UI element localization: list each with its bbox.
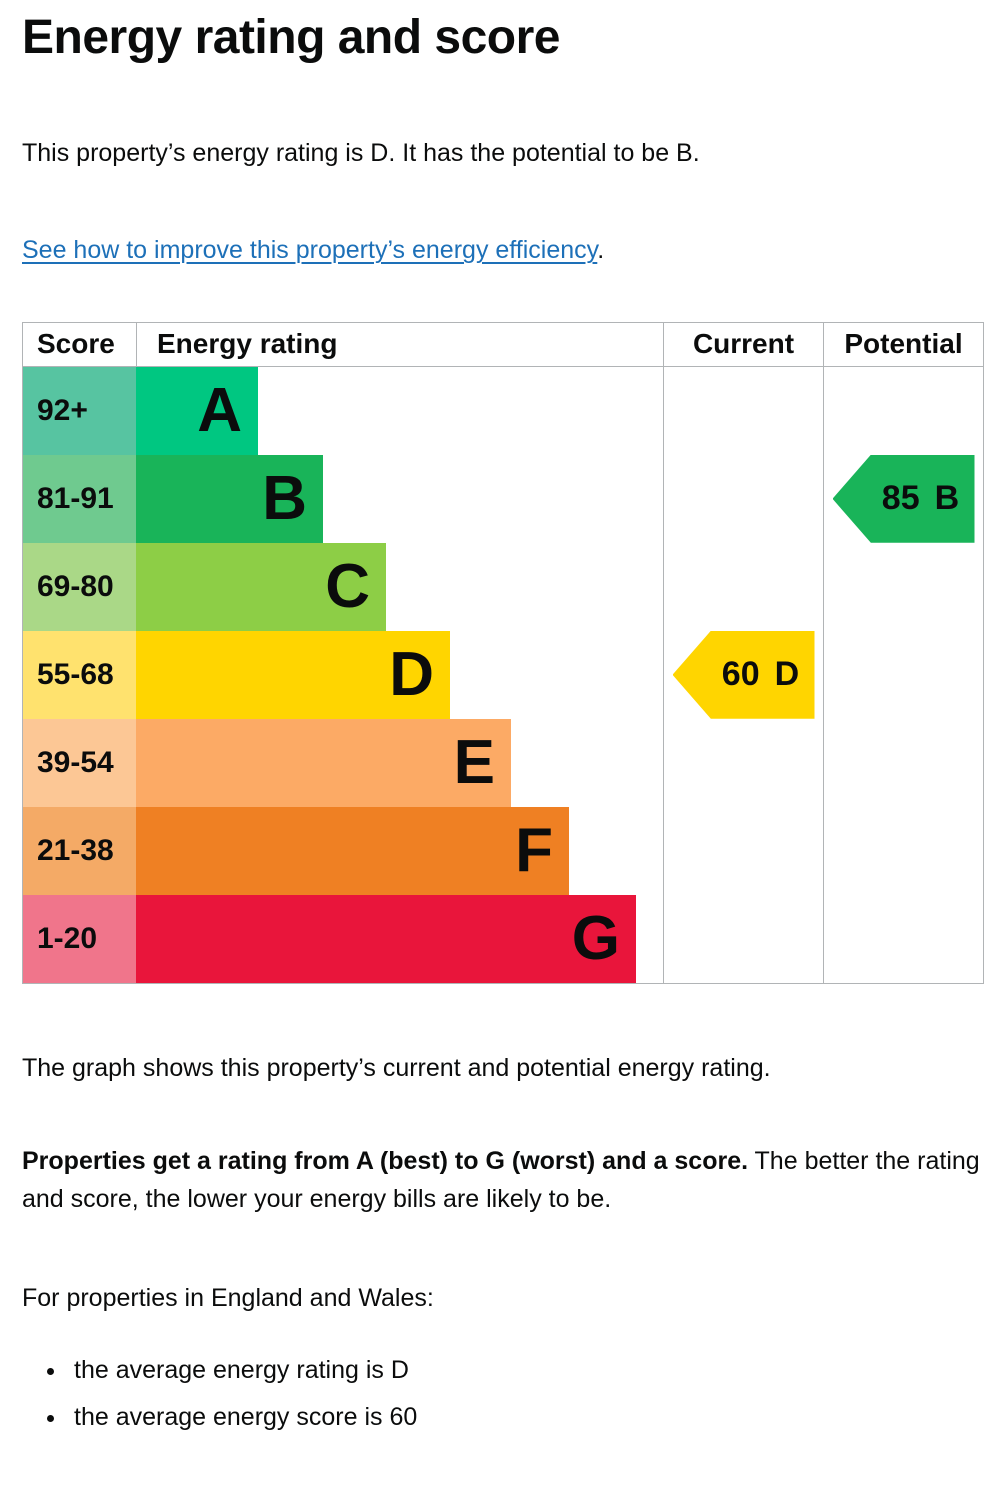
band-bar-f: F (136, 806, 569, 895)
current-column-cell-e (663, 718, 823, 807)
energy-rating-graph: Score Energy rating Current Potential 92… (22, 321, 984, 984)
improvement-link-suffix: . (597, 236, 605, 265)
score-range-f: 21-38 (23, 806, 136, 895)
current-rating-letter: D (774, 655, 800, 694)
band-letter-g: G (571, 903, 620, 973)
band-bar-g: G (136, 894, 636, 983)
potential-column-cell-e (823, 718, 983, 807)
score-range-e: 39-54 (23, 718, 136, 807)
current-column-cell-f (663, 806, 823, 895)
rating-cell-a: A (136, 366, 663, 455)
rating-explanation-rest: The better the rating and score, the low… (22, 1147, 980, 1213)
rating-explanation: Properties get a rating from A (best) to… (22, 1143, 984, 1218)
current-column-cell-c (663, 542, 823, 631)
rating-cell-f: F (136, 806, 663, 895)
graph-caption: The graph shows this property’s current … (22, 1053, 771, 1082)
potential-column-cell-g (823, 894, 983, 983)
epc-band-row-e: 39-54 E (23, 718, 983, 807)
band-bar-b: B (136, 454, 323, 543)
rating-cell-d: D (136, 630, 663, 719)
current-column-cell-a (663, 366, 823, 455)
rating-explanation-bold: Properties get a rating from A (best) to… (22, 1147, 749, 1176)
band-letter-a: A (197, 375, 242, 445)
epc-band-row-a: 92+ A (23, 366, 983, 455)
epc-band-row-c: 69-80 C (23, 542, 983, 631)
potential-score-value: 85 (881, 479, 920, 518)
potential-column-cell-c (823, 542, 983, 631)
score-range-c: 69-80 (23, 542, 136, 631)
band-bar-d: D (136, 630, 450, 719)
page-title: Energy rating and score (22, 11, 561, 64)
potential-column-cell-f (823, 806, 983, 895)
band-letter-b: B (262, 463, 307, 533)
regions-heading: For properties in England and Wales: (22, 1284, 434, 1313)
column-header-energy-rating: Energy rating (136, 322, 663, 366)
current-rating-arrow: 60 D (672, 630, 815, 719)
epc-header-row: Score Energy rating Current Potential (23, 322, 983, 367)
score-range-b: 81-91 (23, 454, 136, 543)
rating-summary: This property’s energy rating is D. It h… (22, 138, 700, 167)
band-letter-d: D (389, 639, 434, 709)
column-header-current: Current (663, 322, 823, 366)
current-column-cell-b (663, 454, 823, 543)
improvement-paragraph: See how to improve this property’s energ… (22, 232, 984, 270)
current-column-cell-d: 60 D (663, 630, 823, 719)
potential-rating-arrow: 85 B (832, 454, 975, 543)
rating-cell-b: B (136, 454, 663, 543)
epc-band-row-g: 1-20 G (23, 894, 983, 983)
score-range-d: 55-68 (23, 630, 136, 719)
potential-rating-letter: B (934, 479, 960, 518)
rating-cell-c: C (136, 542, 663, 631)
current-score-value: 60 (721, 655, 760, 694)
epc-band-rows: 92+ A 81-91 B 85 B 69-80 C 55-68 D 60 D 39-54 E 21-38 F… (23, 366, 983, 983)
current-column-cell-g (663, 894, 823, 983)
score-range-g: 1-20 (23, 894, 136, 983)
potential-column-cell-d (823, 630, 983, 719)
average-list-item: the average energy rating is D (68, 1352, 984, 1390)
column-header-potential: Potential (823, 322, 983, 366)
band-bar-c: C (136, 542, 386, 631)
band-letter-e: E (453, 727, 495, 797)
column-header-score: Score (37, 328, 115, 360)
band-letter-c: C (325, 551, 370, 621)
band-bar-a: A (136, 366, 258, 455)
band-letter-f: F (515, 815, 553, 885)
epc-band-row-d: 55-68 D 60 D (23, 630, 983, 719)
rating-cell-g: G (136, 894, 663, 983)
potential-column-cell-b: 85 B (823, 454, 983, 543)
band-bar-e: E (136, 718, 511, 807)
rating-cell-e: E (136, 718, 663, 807)
average-list: the average energy rating is D the averag… (22, 1352, 984, 1437)
epc-band-row-b: 81-91 B 85 B (23, 454, 983, 543)
average-list-item: the average energy score is 60 (68, 1399, 984, 1437)
score-range-a: 92+ (23, 366, 136, 455)
improvement-link[interactable]: See how to improve this property’s energ… (22, 236, 598, 265)
potential-column-cell-a (823, 366, 983, 455)
epc-band-row-f: 21-38 F (23, 806, 983, 895)
